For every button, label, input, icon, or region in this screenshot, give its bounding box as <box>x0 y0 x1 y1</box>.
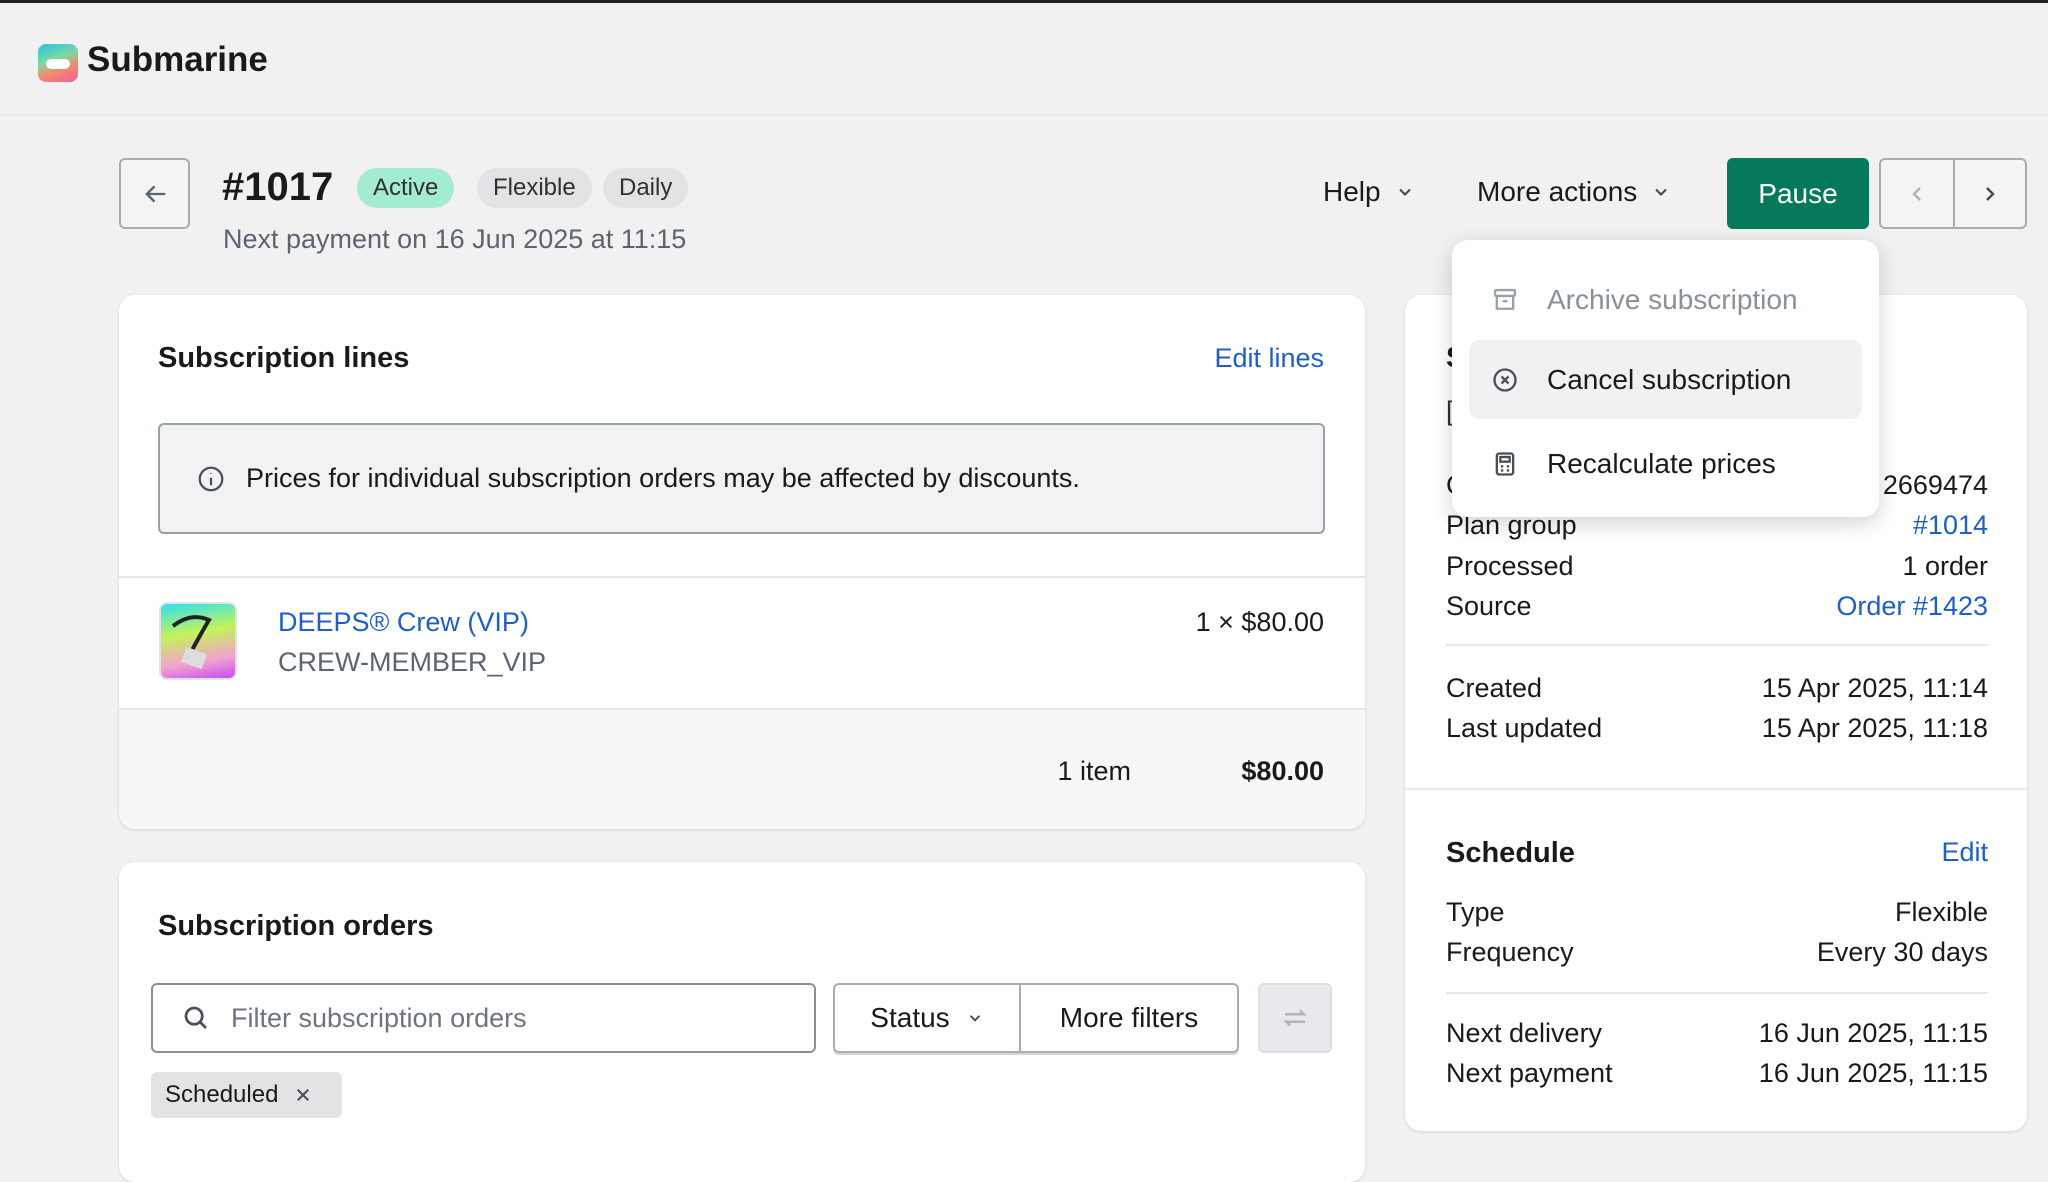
more-actions-label: More actions <box>1477 176 1638 207</box>
chip-label: Scheduled <box>165 1081 279 1108</box>
detail-label: Frequency <box>1446 937 1574 967</box>
menu-item-recalculate-prices[interactable]: Recalculate prices <box>1469 424 1862 503</box>
lines-summary: 1 item $80.00 <box>119 708 1365 829</box>
lanyard-image <box>171 615 212 670</box>
menu-item-label: Recalculate prices <box>1547 447 1776 479</box>
divider <box>1446 644 1988 646</box>
detail-value: Flexible <box>1894 897 1988 927</box>
lines-total: $80.00 <box>1241 756 1324 786</box>
detail-value: 2669474 <box>1882 470 1988 500</box>
detail-row-processed: Processed 1 order <box>1446 551 1988 582</box>
detail-label: Next delivery <box>1446 1018 1603 1048</box>
card-title: Subscription orders <box>158 910 434 942</box>
product-qty-price: 1 × $80.00 <box>1195 607 1324 637</box>
divider <box>119 576 1365 578</box>
sort-button[interactable] <box>1258 983 1332 1053</box>
edit-schedule-link[interactable]: Edit <box>1941 837 1988 867</box>
frequency-badge: Daily <box>603 168 689 208</box>
filter-placeholder: Filter subscription orders <box>231 1002 527 1033</box>
menu-item-archive-subscription[interactable]: Archive subscription <box>1469 260 1862 339</box>
product-sku: CREW-MEMBER_VIP <box>278 647 547 677</box>
page-title: #1017 <box>222 165 334 209</box>
archive-icon <box>1493 288 1517 310</box>
product-image <box>159 602 237 680</box>
subscription-orders-card: Subscription orders Filter subscription … <box>119 862 1365 1182</box>
chevron-right-icon <box>1986 186 1995 201</box>
detail-label: Source <box>1446 591 1532 621</box>
detail-row-source: Source Order #1423 <box>1446 591 1988 622</box>
details-subtext: [ <box>1446 396 1454 426</box>
search-icon <box>184 1006 207 1029</box>
detail-value: 1 order <box>1902 551 1988 581</box>
schedule-row-next-payment: Next payment 16 Jun 2025, 11:15 <box>1446 1058 1988 1089</box>
card-title: Subscription lines <box>158 342 410 374</box>
schedule-row-next-delivery: Next delivery 16 Jun 2025, 11:15 <box>1446 1018 1988 1049</box>
previous-button[interactable] <box>1879 158 1955 229</box>
scheduled-filter-chip: Scheduled <box>151 1072 342 1118</box>
detail-row-created: Created 15 Apr 2025, 11:14 <box>1446 673 1988 704</box>
detail-label: Type <box>1446 897 1505 927</box>
detail-label: Created <box>1446 673 1543 703</box>
status-label: Status <box>870 1002 950 1033</box>
cancel-circle-icon <box>1493 367 1517 392</box>
menu-item-cancel-subscription[interactable]: Cancel subscription <box>1469 340 1862 419</box>
detail-row-last-updated: Last updated 15 Apr 2025, 11:18 <box>1446 713 1988 744</box>
help-label: Help <box>1323 176 1381 207</box>
chevron-down-icon <box>969 1015 980 1022</box>
calculator-icon <box>1495 451 1515 476</box>
detail-value: 16 Jun 2025, 11:15 <box>1758 1018 1988 1048</box>
status-badge: Active <box>357 168 455 208</box>
schedule-row-type: Type Flexible <box>1446 897 1988 928</box>
more-actions-menu: Archive subscription Cancel subscription… <box>1452 240 1879 517</box>
edit-lines-link[interactable]: Edit lines <box>1214 343 1324 373</box>
menu-item-label: Cancel subscription <box>1547 363 1792 395</box>
more-actions-button[interactable]: More actions <box>1477 176 1671 208</box>
more-filters-button[interactable]: More filters <box>1059 1002 1199 1033</box>
menu-item-label: Archive subscription <box>1547 283 1798 315</box>
sort-arrows-icon <box>1283 1009 1307 1027</box>
filter-orders-input[interactable]: Filter subscription orders <box>151 983 816 1053</box>
subscription-lines-card: Subscription lines Edit lines Prices for… <box>119 295 1365 829</box>
next-payment-subtitle: Next payment on 16 Jun 2025 at 11:15 <box>223 224 687 254</box>
chevron-down-icon <box>1655 188 1668 196</box>
product-name-link[interactable]: DEEPS® Crew (VIP) <box>278 607 529 637</box>
help-button[interactable]: Help <box>1323 176 1415 208</box>
detail-label: Last updated <box>1446 713 1603 743</box>
detail-value: 15 Apr 2025, 11:18 <box>1761 713 1988 743</box>
plan-group-link[interactable]: #1014 <box>1912 510 1988 540</box>
discount-notice: Prices for individual subscription order… <box>158 423 1325 534</box>
detail-value: 15 Apr 2025, 11:14 <box>1761 673 1988 703</box>
notice-text: Prices for individual subscription order… <box>246 463 1080 493</box>
filter-button-group: Status More filters <box>833 983 1239 1053</box>
submarine-logo <box>38 44 78 82</box>
divider <box>1446 992 1988 994</box>
next-button[interactable] <box>1953 158 2027 229</box>
schedule-title: Schedule <box>1446 837 1575 869</box>
detail-label: Processed <box>1446 551 1574 581</box>
detail-label: Next payment <box>1446 1058 1613 1088</box>
close-icon[interactable] <box>294 1086 312 1104</box>
pause-button[interactable]: Pause <box>1727 158 1869 229</box>
arrow-left-icon <box>144 185 165 202</box>
chevron-down-icon <box>1398 188 1411 196</box>
detail-value: 16 Jun 2025, 11:15 <box>1758 1058 1988 1088</box>
divider <box>1405 788 2027 790</box>
header-divider <box>0 114 2048 116</box>
item-count: 1 item <box>1057 756 1131 786</box>
schedule-row-frequency: Frequency Every 30 days <box>1446 937 1988 968</box>
chevron-left-icon <box>1912 186 1921 201</box>
schedule-header: Schedule Edit <box>1446 837 1988 870</box>
type-badge: Flexible <box>477 168 592 208</box>
detail-value: Every 30 days <box>1816 937 1988 967</box>
info-icon <box>198 466 224 491</box>
status-filter-button[interactable]: Status <box>835 985 1021 1051</box>
window-top-border <box>0 0 2048 3</box>
app-name: Submarine <box>87 40 268 79</box>
back-button[interactable] <box>119 158 190 229</box>
source-order-link[interactable]: Order #1423 <box>1836 591 1988 621</box>
